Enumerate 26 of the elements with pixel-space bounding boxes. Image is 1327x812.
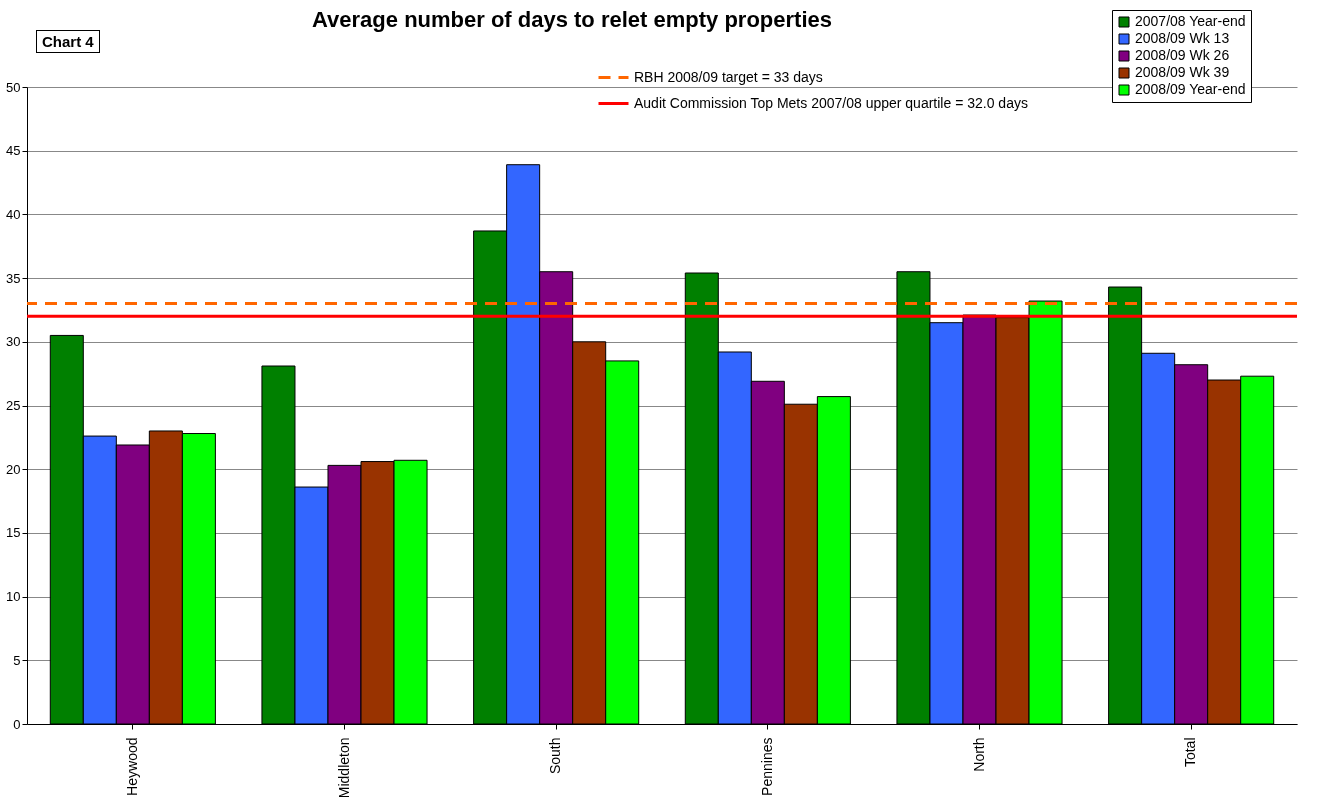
caption: Chart 4 [36,30,100,53]
x-tick-label: Heywood [123,737,140,796]
y-tick-label: 50 [6,79,21,95]
x-tick-label: North [970,737,987,772]
legend-label: 2008/09 Wk 26 [1135,47,1230,63]
y-tick-label: 5 [13,652,21,668]
legend-label: 2008/09 Wk 39 [1135,64,1230,80]
y-tick-label: 35 [6,270,21,286]
y-tick-label: 40 [6,206,21,222]
legend-label: RBH 2008/09 target = 33 days [634,68,823,85]
x-tick-label: Total [1182,737,1199,768]
x-tick-label: South [547,737,564,775]
y-tick-label: 10 [6,589,21,605]
legend-label: 2008/09 Wk 13 [1135,30,1230,46]
legend-label: 2008/09 Year-end [1135,81,1246,97]
y-tick-label: 45 [6,143,21,159]
legend-label: 2007/08 Year-end [1135,13,1246,29]
legend-label: Audit Commission Top Mets 2007/08 upper quartile = 32.0 days [634,94,1028,111]
y-tick-label: 25 [6,398,21,413]
y-tick-label: 0 [13,716,21,732]
y-tick-label: 15 [6,525,21,541]
chart-title: Average number of days to relet empty properties [312,6,832,32]
y-tick-label: 30 [6,334,21,350]
y-tick-label: 20 [6,461,21,477]
x-tick-label: Middleton [335,737,352,799]
x-tick-label: Pennines [758,737,775,796]
